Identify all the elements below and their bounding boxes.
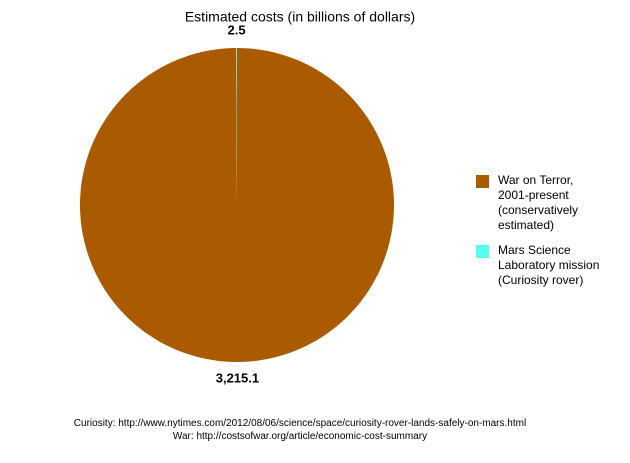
legend-label: War on Terror, 2001-present (conservativ… bbox=[498, 173, 579, 232]
legend-item: War on Terror, 2001-present (conservativ… bbox=[476, 173, 606, 233]
legend-swatch bbox=[476, 175, 489, 188]
chart-title: Estimated costs (in billions of dollars) bbox=[185, 9, 415, 25]
source-note: Curiosity: http://www.nytimes.com/2012/0… bbox=[73, 418, 527, 429]
legend-label: Mars Science Laboratory mission (Curiosi… bbox=[498, 243, 600, 287]
pie-slice bbox=[236, 48, 237, 205]
legend-item: Mars Science Laboratory mission (Curiosi… bbox=[476, 243, 606, 288]
source-note: War: http://costsofwar.org/article/econo… bbox=[172, 431, 428, 442]
value-label: 3,215.1 bbox=[216, 370, 259, 385]
legend-swatch bbox=[476, 245, 489, 258]
value-label: 2.5 bbox=[228, 22, 246, 37]
pie-slice bbox=[79, 48, 394, 362]
